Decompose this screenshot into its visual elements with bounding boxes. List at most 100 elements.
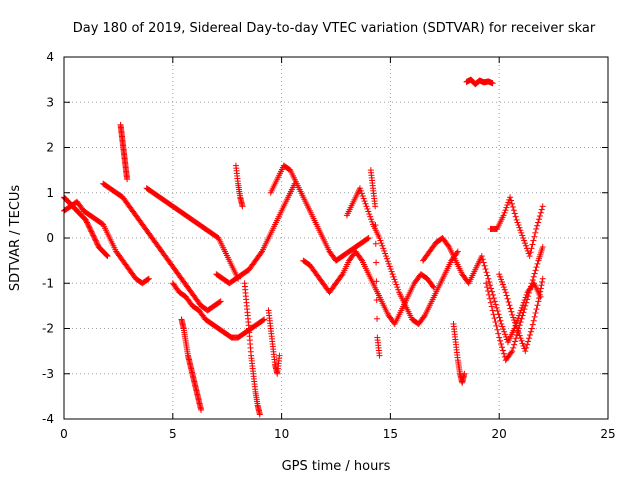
data-point-spike-14.2h bbox=[372, 203, 381, 322]
data-point-dip-8.5h bbox=[241, 280, 250, 306]
data-point-track-h bbox=[326, 281, 339, 296]
data-point-track-i bbox=[454, 248, 461, 255]
data-point-track-h bbox=[372, 284, 384, 303]
y-tick-label: -3 bbox=[42, 367, 54, 381]
y-axis-label: SDTVAR / TECUs bbox=[8, 185, 23, 292]
data-point-dip-9.5h bbox=[265, 307, 274, 329]
data-point-track-m bbox=[515, 330, 528, 352]
data-point-track-a bbox=[113, 248, 125, 263]
data-point-track-g bbox=[319, 235, 332, 253]
data-point-track-a bbox=[93, 216, 106, 227]
data-point-dip-17.5h bbox=[452, 339, 461, 361]
y-tick-label: 3 bbox=[46, 95, 54, 109]
data-point-dip-17.5h bbox=[450, 320, 459, 343]
data-point-dip-8.5h bbox=[254, 402, 263, 417]
data-point-dip-17.5h bbox=[461, 370, 468, 377]
data-point-track-f bbox=[219, 275, 232, 286]
data-point-track-f bbox=[265, 223, 278, 241]
data-point-track-h bbox=[313, 271, 326, 285]
data-point-track-g bbox=[300, 194, 312, 212]
data-point-track-l bbox=[526, 229, 539, 260]
data-point-track-f bbox=[232, 271, 245, 282]
data-point-track-h bbox=[300, 257, 312, 268]
data-point-dip-17.5h bbox=[459, 372, 468, 386]
data-point-track-a bbox=[61, 203, 73, 214]
data-point-track-g bbox=[306, 207, 319, 226]
data-point-track-l bbox=[507, 194, 519, 220]
data-point-track-g bbox=[287, 167, 299, 185]
x-tick-label: 10 bbox=[274, 427, 289, 441]
data-point-track-k bbox=[535, 245, 546, 264]
data-point-cluster-19h bbox=[489, 80, 496, 87]
y-tick-labels: -4 -3 -2 -1 0 1 2 3 4 bbox=[42, 50, 54, 426]
data-point-track-h bbox=[378, 298, 391, 316]
data-point-track-i bbox=[435, 273, 447, 291]
data-point-track-k bbox=[522, 283, 534, 309]
data-point-track-m bbox=[509, 311, 521, 334]
y-tick-label: 4 bbox=[46, 50, 54, 64]
data-point-track-h bbox=[333, 272, 345, 287]
data-point-track-m bbox=[522, 328, 534, 355]
x-tick-label: 5 bbox=[169, 427, 177, 441]
data-point-dip-8.5h bbox=[248, 352, 257, 375]
data-point-track-b bbox=[91, 235, 102, 249]
data-point-spike-8h bbox=[232, 162, 241, 185]
grid-lines bbox=[64, 57, 608, 419]
data-point-track-g bbox=[267, 178, 280, 196]
data-point-spike-14.2h bbox=[367, 167, 376, 189]
data-point-track-k bbox=[528, 260, 541, 287]
x-tick-label: 20 bbox=[492, 427, 507, 441]
x-tick-label: 25 bbox=[600, 427, 615, 441]
data-point-dip-8.5h bbox=[252, 388, 261, 407]
data-point-track-g bbox=[313, 221, 326, 240]
data-point-track-i bbox=[376, 235, 389, 257]
data-point-track-c bbox=[217, 298, 224, 305]
x-axis-label: GPS time / hours bbox=[282, 459, 391, 474]
data-point-track-k bbox=[483, 280, 495, 310]
data-point-spike-8h bbox=[235, 180, 243, 199]
data-point-track-b bbox=[104, 253, 111, 260]
data-point-track-a bbox=[119, 257, 132, 272]
data-point-track-i bbox=[396, 289, 408, 307]
data-point-track-h bbox=[391, 309, 404, 327]
data-point-track-i bbox=[389, 271, 402, 293]
data-point-track-j bbox=[498, 320, 510, 343]
data-point-track-l bbox=[539, 203, 546, 210]
data-point-track-d bbox=[215, 235, 228, 253]
y-tick-label: -1 bbox=[42, 276, 54, 290]
chart-title: Day 180 of 2019, Sidereal Day-to-day VTE… bbox=[73, 21, 596, 36]
data-point-track-h bbox=[319, 280, 332, 295]
y-tick-label: 2 bbox=[46, 141, 54, 155]
data-point-track-a bbox=[126, 266, 138, 281]
data-point-track-g bbox=[365, 235, 372, 241]
data-point-track-c bbox=[139, 221, 151, 236]
data-point-spike-8h bbox=[239, 203, 246, 210]
data-point-track-g bbox=[274, 164, 286, 183]
data-point-dip-5.5h bbox=[191, 379, 200, 394]
data-point-track-m bbox=[496, 271, 508, 293]
data-point-track-i bbox=[422, 300, 434, 318]
data-point-track-d bbox=[150, 189, 162, 200]
y-tick-label: 0 bbox=[46, 231, 54, 245]
data-point-track-g bbox=[280, 162, 293, 173]
data-point-track-k bbox=[539, 244, 546, 251]
data-points bbox=[61, 76, 546, 418]
data-point-track-h bbox=[352, 248, 365, 263]
data-point-track-m bbox=[539, 275, 546, 282]
data-point-track-i bbox=[383, 253, 395, 275]
y-tick-label: -2 bbox=[42, 322, 54, 336]
x-tick-labels: 0 5 10 15 20 25 bbox=[60, 427, 615, 441]
y-tick-label: 1 bbox=[46, 186, 54, 200]
data-point-track-k bbox=[502, 349, 515, 364]
data-point-track-a bbox=[87, 212, 99, 223]
data-point-track-c bbox=[113, 189, 125, 200]
data-point-track-g bbox=[293, 180, 306, 199]
data-point-track-d bbox=[195, 221, 208, 232]
data-point-dip-5.5h bbox=[182, 339, 191, 357]
data-point-track-j bbox=[485, 275, 497, 302]
data-point-track-e bbox=[215, 325, 228, 336]
data-point-track-c bbox=[198, 302, 210, 313]
data-point-track-k bbox=[496, 334, 508, 360]
data-point-dip-17.5h bbox=[454, 357, 463, 375]
